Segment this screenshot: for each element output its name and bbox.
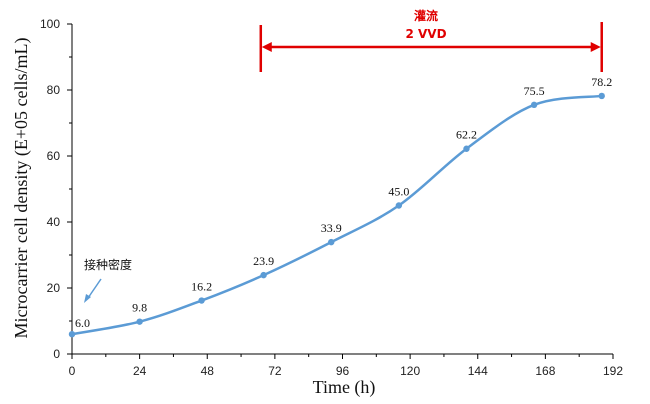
y-tick-label: 80 [47, 83, 61, 97]
x-tick-label: 144 [468, 364, 488, 378]
data-label: 62.2 [456, 128, 477, 142]
data-point [598, 92, 605, 100]
data-label: 78.2 [591, 75, 612, 89]
x-axis-title: Time (h) [313, 377, 376, 398]
y-tick-label: 40 [47, 215, 61, 229]
data-point [198, 297, 205, 304]
data-label: 16.2 [191, 280, 212, 294]
perfusion-right-arrow-icon [590, 42, 601, 52]
data-label: 9.8 [132, 301, 147, 315]
x-axis-ticks: 0 24 48 72 96 120 144 168 192 [69, 354, 623, 378]
x-tick-label: 72 [268, 364, 282, 378]
seeding-arrow-shaft [87, 278, 102, 299]
seeding-density-label: 接种密度 [84, 257, 132, 272]
perfusion-annotation: 灌流 2 VVD [259, 8, 603, 72]
data-label: 75.5 [524, 84, 545, 98]
x-tick-label: 192 [603, 364, 623, 378]
data-point [260, 271, 267, 279]
y-tick-label: 100 [40, 17, 60, 31]
x-tick-label: 48 [201, 364, 215, 378]
y-tick-label: 20 [47, 281, 61, 295]
data-point [136, 318, 143, 325]
data-label: 45.0 [388, 185, 409, 199]
data-point [328, 238, 335, 246]
data-label: 33.9 [321, 221, 342, 235]
y-tick-label: 60 [47, 149, 61, 163]
seeding-arrow-head-icon [84, 294, 91, 303]
axes [71, 24, 613, 355]
data-label: 23.9 [253, 254, 274, 268]
data-labels: 6.0 9.8 16.2 23.9 33.9 45.0 62.2 75.5 78.2 [75, 75, 612, 330]
perfusion-rate: 2 VVD [405, 27, 446, 41]
perfusion-label: 灌流 [413, 8, 438, 23]
seeding-density-annotation: 接种密度 [84, 257, 132, 303]
y-axis-title: Microcarrier cell density (E+05 cells/mL… [11, 37, 32, 338]
data-point [463, 145, 470, 152]
x-tick-label: 0 [69, 364, 76, 378]
data-point [68, 331, 76, 338]
x-tick-label: 24 [133, 364, 147, 378]
x-tick-label: 168 [535, 364, 555, 378]
x-tick-label: 120 [400, 364, 420, 378]
data-point [395, 202, 403, 209]
data-points [68, 92, 605, 338]
x-tick-label: 96 [336, 364, 350, 378]
data-label: 6.0 [75, 316, 90, 330]
perfusion-left-arrow-icon [261, 42, 272, 52]
data-point [530, 101, 538, 109]
y-axis-ticks: 0 20 40 60 80 100 [40, 17, 72, 361]
y-tick-label: 0 [53, 347, 60, 361]
series-line [71, 94, 602, 336]
